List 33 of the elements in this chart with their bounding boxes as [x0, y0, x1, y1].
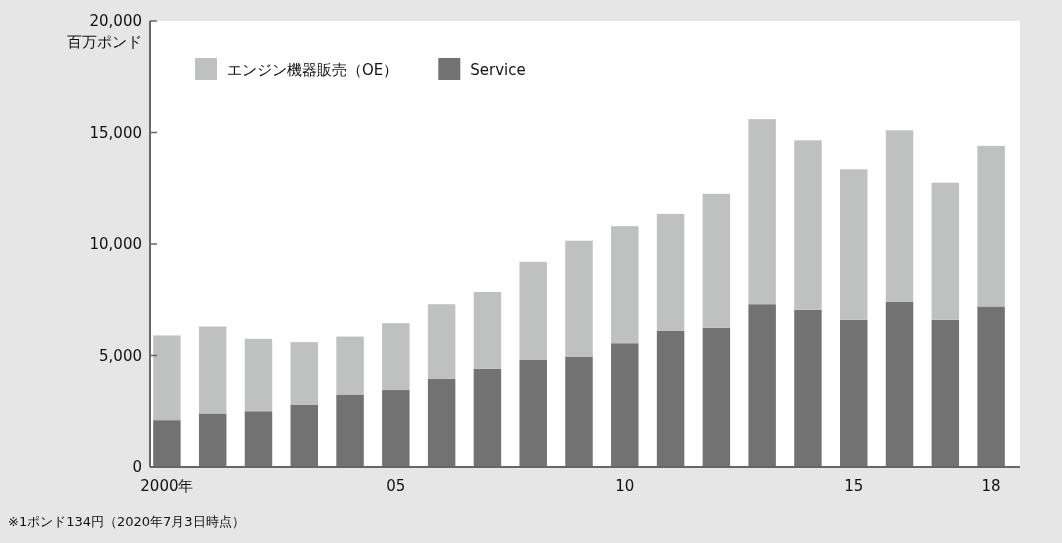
bar	[427, 304, 456, 379]
bar	[519, 261, 547, 360]
bar	[336, 336, 364, 395]
y-axis-title: 百万ポンド	[67, 33, 142, 51]
x-tick-label: 10	[615, 477, 635, 495]
x-tick-label: 05	[386, 477, 406, 495]
bar	[977, 145, 1005, 307]
x-tick-label: 2000年	[140, 477, 194, 495]
bar	[656, 213, 685, 331]
bar	[382, 323, 410, 391]
bar	[885, 130, 914, 302]
bar	[244, 338, 273, 412]
bar	[290, 342, 318, 405]
y-tick-label: 15,000	[89, 123, 142, 142]
bar	[748, 119, 776, 305]
y-tick-label: 5,000	[99, 346, 142, 365]
bar	[931, 182, 960, 320]
bar	[198, 326, 227, 414]
x-tick-label: 15	[844, 477, 864, 495]
x-tick-label: 18	[981, 477, 1001, 495]
bar	[702, 193, 731, 328]
bar	[565, 240, 593, 357]
bar	[611, 226, 639, 344]
y-tick-label: 20,000	[89, 12, 142, 30]
text: ※1ポンド134円（2020年7月3日時点）	[8, 514, 245, 529]
y-tick-label: 10,000	[89, 235, 142, 253]
bar	[794, 140, 822, 310]
bar	[840, 169, 868, 320]
y-tick-label: 0	[132, 458, 142, 476]
bar	[153, 335, 181, 421]
bar	[473, 291, 502, 369]
legend-label: Service	[470, 61, 526, 79]
legend-label: エンジン機器販売（OE）	[227, 61, 399, 79]
